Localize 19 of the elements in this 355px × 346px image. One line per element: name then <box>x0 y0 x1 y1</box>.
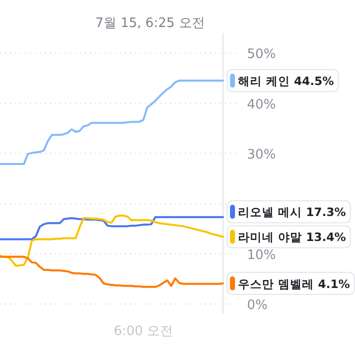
legend-label: 라미네 야말 13.4% <box>238 230 346 244</box>
y-tick-label: 0% <box>247 298 268 313</box>
line-series <box>0 256 224 288</box>
y-tick-label: 40% <box>247 97 276 112</box>
y-tick-label: 30% <box>247 147 276 162</box>
line-series <box>0 80 224 165</box>
legend-label: 리오넬 메시 17.3% <box>226 200 351 224</box>
x-tick-label: 6:00 오전 <box>114 324 174 339</box>
legend-label: 해리 케인 44.5% <box>226 69 339 92</box>
text: 7월 15, 6:25 오전 <box>95 16 205 31</box>
y-tick-label: 10% <box>247 248 276 263</box>
legend-label: 해리 케인 44.5% <box>238 74 334 88</box>
legend-label: 우스만 뎀벨레 4.1% <box>238 276 350 291</box>
legend-label: 리오넬 메시 17.3% <box>238 205 346 220</box>
line-series <box>0 214 224 267</box>
legend-label: 라미네 야말 13.4% <box>226 225 351 248</box>
line-series <box>0 216 224 240</box>
y-tick-label: 50% <box>247 47 276 62</box>
legend-label: 우스만 뎀벨레 4.1% <box>226 272 355 295</box>
